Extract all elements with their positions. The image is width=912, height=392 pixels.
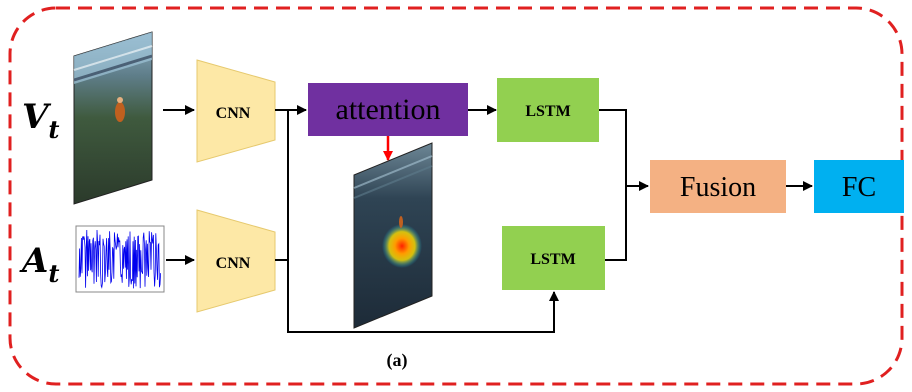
attention-map-icon — [353, 142, 433, 329]
cnn-bottom-label: CNN — [216, 255, 251, 272]
fusion-block: Fusion — [650, 160, 786, 213]
attention-block: attention — [308, 83, 468, 136]
lstm-bottom-block: LSTM — [502, 226, 605, 290]
video-frame-icon — [73, 31, 153, 205]
arrow-cnn-skip-to-lstm — [287, 110, 559, 333]
cnn-bottom-block: CNN — [196, 209, 276, 313]
visual-input-label: Vt — [22, 97, 59, 144]
fc-block: FC — [814, 160, 904, 213]
audio-waveform-icon — [75, 225, 165, 293]
lstm-top-label: LSTM — [525, 103, 570, 120]
figure-caption: (a) — [387, 350, 408, 371]
cnn-top-label: CNN — [216, 105, 251, 122]
lstm-bottom-label: LSTM — [530, 251, 575, 268]
fusion-label: Fusion — [680, 172, 756, 203]
waveform-trace — [78, 229, 161, 289]
cnn-top-block: CNN — [196, 59, 276, 163]
lstm-top-block: LSTM — [497, 78, 599, 142]
fc-label: FC — [842, 172, 876, 203]
attention-label: attention — [336, 93, 441, 126]
audio-input-label: At — [19, 241, 59, 288]
